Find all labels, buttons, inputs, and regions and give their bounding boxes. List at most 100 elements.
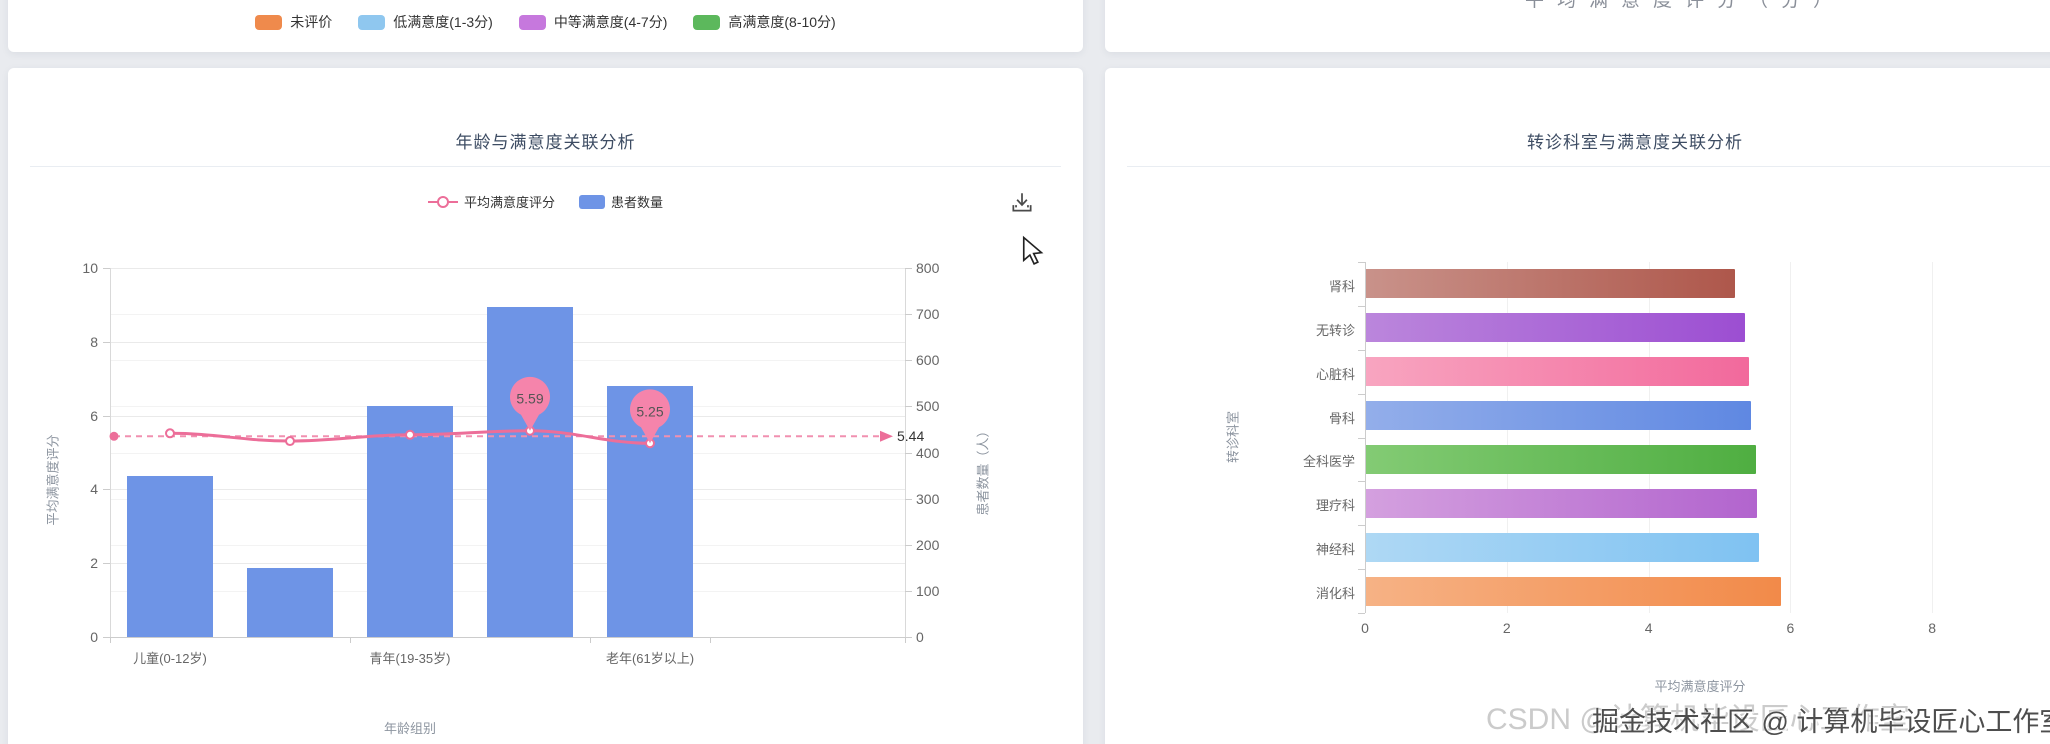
legend-label: 低满意度(1-3分) [393,14,493,30]
line-series-marker [427,195,458,208]
right-y-axis-name: 患者数量（人） [975,424,991,516]
y-tick-label: 6 [90,407,98,424]
legend-swatch [693,14,721,30]
dept-category-label: 骨科 [1328,410,1355,426]
legend-label: 中等满意度(4-7分) [553,14,668,30]
patient-count-bar [127,475,213,637]
x-tick [710,637,711,643]
dept-category-label: 心脏科 [1315,366,1355,382]
divider [30,166,1061,167]
gridline [1648,262,1650,613]
watermark-csdn: CSDN @计算机毕设匠心工作室 [1486,703,1910,736]
legend-item-line[interactable]: 平均满意度评分 [427,192,555,211]
top-right-card [1105,0,2050,52]
y-tick [1358,525,1365,527]
legend-swatch [518,14,546,30]
dept-category-label: 肾科 [1328,278,1355,294]
x-category-label: 青年(19-35岁) [369,651,451,666]
dept-bar [1366,269,1735,299]
satisfaction-legend: 未评价 低满意度(1-3分) 中等满意度(4-7分) 高满意度(8-10分) [8,12,1083,32]
dept-bar [1366,401,1751,431]
legend-label: 平均满意度评分 [463,195,555,210]
legend-item[interactable]: 高满意度(8-10分) [693,12,836,32]
y-tick [905,406,912,408]
x-category-label: 儿童(0-12岁) [133,651,207,666]
download-icon[interactable] [1009,190,1035,216]
y-tick [905,314,912,316]
legend-label: 患者数量 [611,195,664,210]
dept-category-label: 神经科 [1315,542,1355,558]
y-tick [1358,613,1365,614]
x-category-label: 老年(61岁以上) [605,651,695,666]
gridline [1932,262,1934,613]
legend-swatch [255,14,283,30]
y-tick [103,268,110,269]
dept-bar [1366,488,1758,518]
legend-item[interactable]: 低满意度(1-3分) [358,12,493,32]
x-tick-label: 6 [1786,620,1795,636]
bar-series-marker [579,194,605,209]
y-tick [905,498,912,500]
y-tick-label: 700 [916,306,940,323]
y-tick [103,563,110,565]
x-tick [590,637,591,643]
x-tick [905,637,906,643]
y-tick [1358,393,1365,395]
y-tick-label: 10 [82,260,98,276]
x-tick [110,637,111,643]
legend-label: 未评价 [290,14,333,30]
y-tick [905,590,912,592]
y-tick-label: 100 [916,582,940,599]
y-tick-label: 600 [916,352,940,369]
dept-bar [1366,313,1746,343]
y-tick [1358,437,1365,439]
y-tick-label: 800 [916,260,940,276]
y-tick [905,452,912,454]
x-axis-line [110,637,906,638]
x-axis-name: 年龄组别 [383,721,436,736]
patient-count-bar [367,406,453,637]
dept-bar [1366,444,1756,474]
y-tick [1358,481,1365,483]
legend-item[interactable]: 未评价 [255,12,332,32]
divider [1127,166,2050,167]
dept-category-label: 消化科 [1315,586,1355,602]
legend-swatch [358,14,386,30]
y-tick [1358,262,1365,263]
dept-bar [1366,532,1759,562]
clipped-axis-title: 平均满意度评分（分） [1524,0,1845,11]
y-tick-label: 500 [916,398,940,415]
average-line-label: 5.44 [897,428,925,444]
dept-category-label: 理疗科 [1315,498,1355,514]
legend-item[interactable]: 中等满意度(4-7分) [518,12,668,32]
y-tick-label: 4 [90,481,98,498]
y-tick-label: 200 [916,536,940,553]
x-tick-label: 4 [1644,620,1653,636]
legend-card: 未评价 低满意度(1-3分) 中等满意度(4-7分) 高满意度(8-10分) [8,0,1083,52]
gridline [110,268,905,269]
y-tick [1358,305,1365,307]
y-tick-label: 0 [90,629,98,645]
legend-label: 高满意度(8-10分) [728,14,836,30]
x-tick-label: 0 [1361,620,1369,636]
y-tick [1358,569,1365,571]
y-tick [1358,349,1365,351]
y-tick [103,637,110,638]
y-tick [905,637,912,638]
left-y-axis-line [110,268,111,637]
y-tick-label: 2 [90,555,98,572]
gridline [1506,262,1508,613]
age-chart-legend: 平均满意度评分 患者数量 [8,192,1083,211]
y-tick [103,341,110,343]
patient-count-bar [247,567,333,637]
dept-bar [1366,357,1749,387]
age-chart-title: 年龄与满意度关联分析 [455,133,636,152]
left-y-axis-name: 平均满意度评分 [45,434,61,526]
y-tick-label: 8 [90,333,98,350]
x-tick-label: 8 [1928,620,1937,636]
y-tick [905,544,912,546]
dept-bar [1366,576,1781,606]
legend-item-bar[interactable]: 患者数量 [579,192,663,211]
y-tick [905,360,912,362]
